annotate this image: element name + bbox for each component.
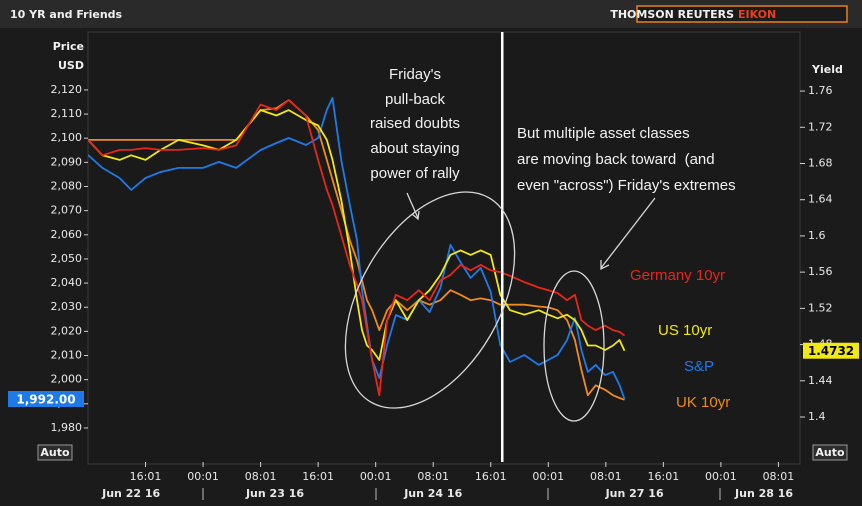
series-label: UK 10yr [676,394,730,411]
last-value-tag [803,342,859,359]
arrow-head [600,260,610,271]
y-tick-label: 2,040 [51,276,83,289]
y2-tick-label: 1.76 [808,84,833,97]
auto-button-frame[interactable] [37,444,73,461]
annotation-line: raised doubts [370,115,460,132]
x-tick-label: 00:01 [705,470,737,483]
x-tick-label: 16:01 [130,470,162,483]
x-date-label: Jun 22 16 [101,487,160,500]
series-label: S&P [684,358,714,375]
brand-product: EIKON [738,8,776,21]
y2-tick-label: 1.4 [808,410,826,423]
y2-tick-label: 1.52 [808,301,833,314]
highlight-ellipse [344,191,516,409]
arrow [406,192,419,219]
y-tick-label: 2,100 [51,131,83,144]
y2-tick-label: 1.44 [808,374,833,387]
x-tick-label: 08:01 [245,470,277,483]
last-value-tag [8,390,84,407]
y2-tick-label: 1.64 [808,193,833,206]
y2-axis-label: Yield [811,63,843,76]
last-value-label: 1,992.00 [16,392,75,406]
day-separators [202,488,721,500]
x-tick-label: 16:01 [648,470,680,483]
auto-button[interactable]: Auto [812,444,848,461]
annotation-line: Friday's [389,66,441,83]
x-date-label: Jun 27 16 [605,487,664,500]
x-tick-label: 08:01 [417,470,449,483]
annotation-line: power of rally [370,165,460,182]
x-tick-label: 16:01 [475,470,507,483]
y-tick-label: 2,090 [51,155,83,168]
y2-tick-label: 1.6 [808,229,826,242]
brand: THOMSON REUTERS [610,8,734,21]
x-date-label: Jun 23 16 [245,487,304,500]
y-tick-label: 2,120 [51,83,83,96]
annotation: Friday's pull-back raised doubts about s… [370,66,460,182]
y-tick-label: 2,110 [51,107,83,120]
annotation-line: are moving back toward (and [517,151,715,168]
x-date-label: Jun 28 16 [734,487,793,500]
plot-area [87,31,801,465]
highlight-ellipse [543,270,605,422]
x-tick-label: 16:01 [302,470,334,483]
x-date-label: Jun 24 16 [403,487,462,500]
annotation-line: pull-back [385,91,446,108]
auto-button-label[interactable]: Auto [815,446,845,459]
chart-title: 10 YR and Friends [10,8,123,21]
x-tick-label: 00:01 [360,470,392,483]
auto-button-frame[interactable] [812,444,848,461]
y-tick-label: 2,000 [51,373,83,386]
series-line [88,99,626,397]
x-tick-label: 08:01 [590,470,622,483]
last-value-label: 1.4732 [808,344,854,358]
y-tick-label: 2,060 [51,228,83,241]
x-tick-label: 00:01 [532,470,564,483]
y2-tick-label: 1.68 [808,156,833,169]
y-axis-label: Price [53,40,84,53]
y-tick-label: 2,030 [51,300,83,313]
auto-button[interactable]: Auto [37,444,73,461]
arrow [600,197,656,269]
brand-box [636,5,848,23]
series-line [88,97,626,400]
annotation-line: But multiple asset classes [517,125,690,142]
auto-button-label[interactable]: Auto [40,446,70,459]
annotation-shapes [344,191,656,422]
y-tick-label: 2,070 [51,204,83,217]
y-tick-label: 2,080 [51,179,83,192]
y-tick-label: 2,050 [51,252,83,265]
x-tick-label: 00:01 [187,470,219,483]
arrow-head [411,210,420,221]
series-lines [88,32,626,462]
series-label: Germany 10yr [630,267,725,284]
annotation-line: even "across") Friday's extremes [517,177,736,194]
y-axis-label: USD [58,59,84,72]
y2-tick-label: 1.56 [808,265,833,278]
y-tick-label: 2,020 [51,324,83,337]
y-tick-label: 1,980 [51,421,83,434]
series-label: US 10yr [658,322,712,339]
y-tick-label: 2,010 [51,349,83,362]
annotation: But multiple asset classes are moving ba… [517,125,736,194]
x-tick-label: 08:01 [763,470,795,483]
y2-tick-label: 1.72 [808,120,833,133]
annotation-line: about staying [370,140,459,157]
